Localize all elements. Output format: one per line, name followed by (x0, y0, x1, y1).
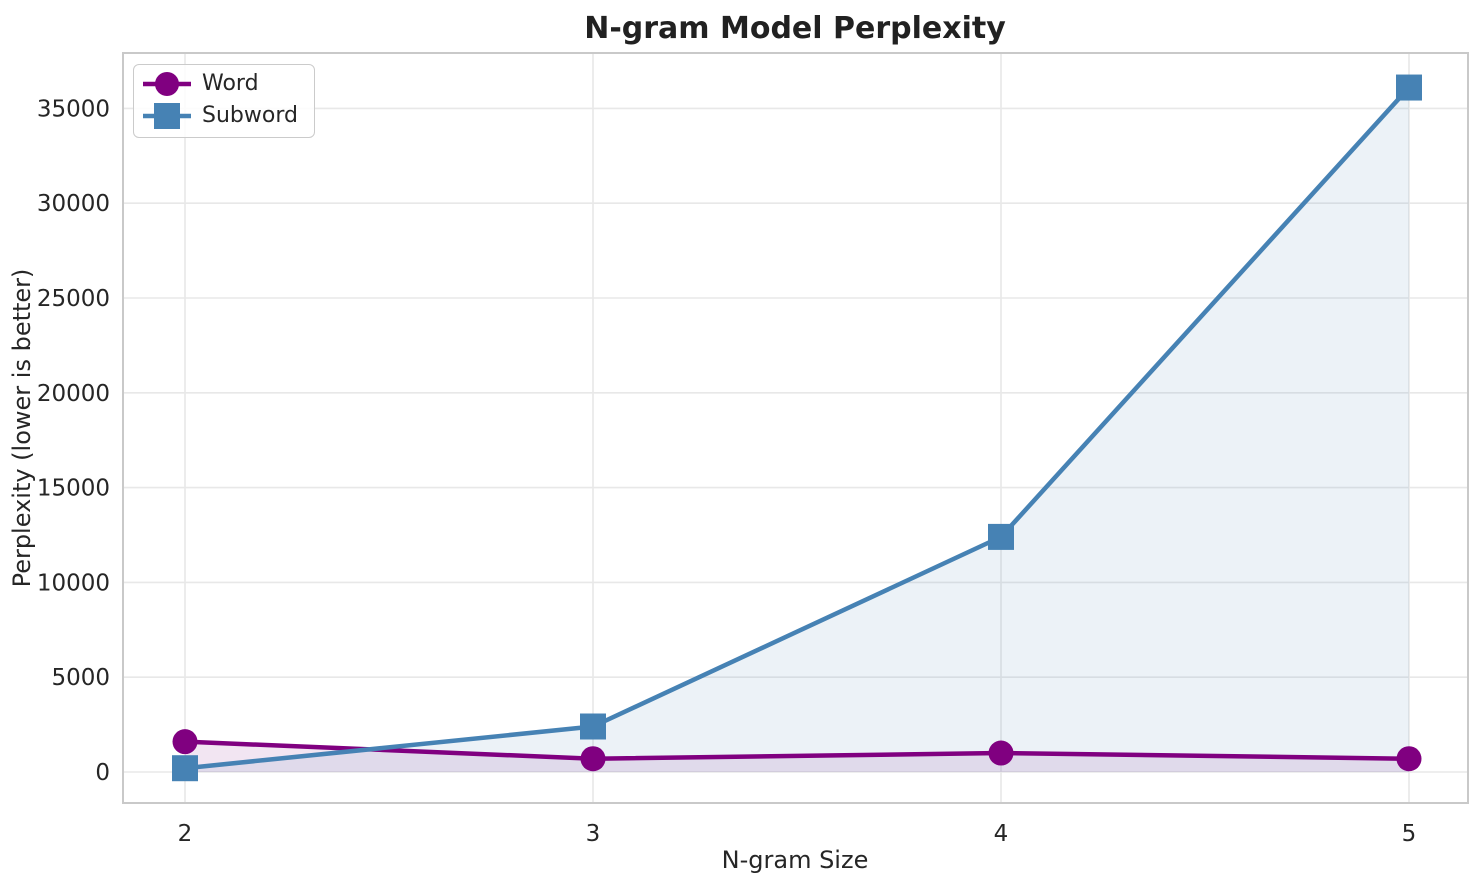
y-tick-label: 5000 (51, 665, 110, 691)
series-line-word (182, 739, 1412, 761)
y-tick-label: 0 (95, 760, 110, 786)
y-tick-label: 20000 (37, 381, 110, 407)
x-axis-label: N-gram Size (722, 846, 869, 874)
data-point-subword-n5 (1396, 74, 1422, 101)
data-point-subword-n2 (172, 755, 198, 782)
tick-labels: 0 5000 10000 15000 20000 25000 30000 35000 2 3 4 5 (37, 96, 1416, 847)
y-axis-label: Perplexity (lower is better) (8, 269, 36, 588)
data-point-subword-n3 (580, 713, 606, 740)
y-tick-label: 25000 (37, 286, 110, 312)
y-tick-label: 10000 (37, 570, 110, 596)
legend-label-subword: Subword (202, 102, 298, 128)
x-tick-label: 3 (586, 821, 601, 847)
x-tick-label: 5 (1402, 821, 1417, 847)
legend-item-subword: Subword (142, 101, 298, 131)
x-tick-label: 2 (178, 821, 193, 847)
chart-title: N-gram Model Perplexity (584, 11, 1006, 46)
subword-line-marker-icon (143, 103, 191, 129)
y-tick-label: 15000 (37, 476, 110, 502)
legend: Word Subword (133, 64, 315, 138)
y-tick-label: 30000 (37, 191, 110, 217)
data-point-word-n5 (1396, 746, 1422, 772)
legend-label-word: Word (202, 70, 259, 96)
x-tick-label: 4 (994, 821, 1009, 847)
word-circle-marker-icon (155, 72, 179, 96)
data-point-word-n3 (580, 746, 606, 772)
chart-layers (123, 53, 1468, 803)
data-point-subword-n4 (988, 523, 1014, 550)
data-point-word-n2 (172, 729, 198, 755)
data-point-word-n4 (988, 740, 1014, 766)
legend-item-word: Word (142, 69, 298, 99)
area-fill-subword (185, 87, 1409, 772)
subword-square-marker-icon (154, 103, 180, 129)
series-line-subword (182, 85, 1412, 771)
y-tick-label: 35000 (37, 96, 110, 122)
plot-border (122, 52, 1469, 804)
word-line-marker-icon (143, 72, 191, 96)
